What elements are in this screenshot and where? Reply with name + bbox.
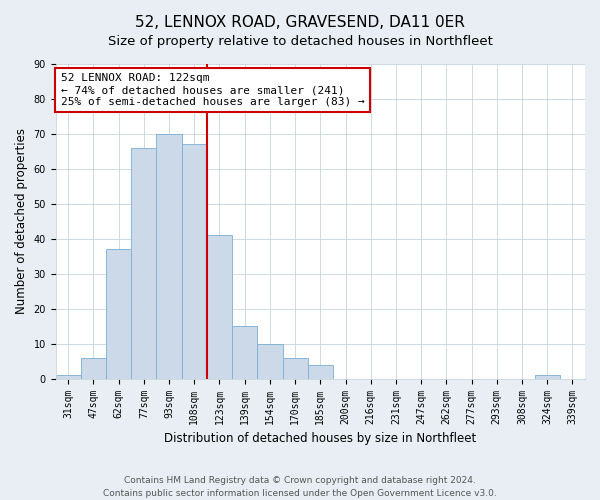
Bar: [56, 375, 81, 378]
Bar: [106, 250, 131, 378]
Bar: [131, 148, 157, 378]
Bar: [257, 344, 283, 378]
Bar: [535, 375, 560, 378]
Bar: [232, 326, 257, 378]
Text: Contains HM Land Registry data © Crown copyright and database right 2024.
Contai: Contains HM Land Registry data © Crown c…: [103, 476, 497, 498]
Bar: [81, 358, 106, 378]
X-axis label: Distribution of detached houses by size in Northfleet: Distribution of detached houses by size …: [164, 432, 476, 445]
Text: 52 LENNOX ROAD: 122sqm
← 74% of detached houses are smaller (241)
25% of semi-de: 52 LENNOX ROAD: 122sqm ← 74% of detached…: [61, 74, 365, 106]
Y-axis label: Number of detached properties: Number of detached properties: [15, 128, 28, 314]
Text: Size of property relative to detached houses in Northfleet: Size of property relative to detached ho…: [107, 35, 493, 48]
Bar: [157, 134, 182, 378]
Bar: [283, 358, 308, 378]
Bar: [207, 236, 232, 378]
Text: 52, LENNOX ROAD, GRAVESEND, DA11 0ER: 52, LENNOX ROAD, GRAVESEND, DA11 0ER: [135, 15, 465, 30]
Bar: [182, 144, 207, 378]
Bar: [308, 364, 333, 378]
